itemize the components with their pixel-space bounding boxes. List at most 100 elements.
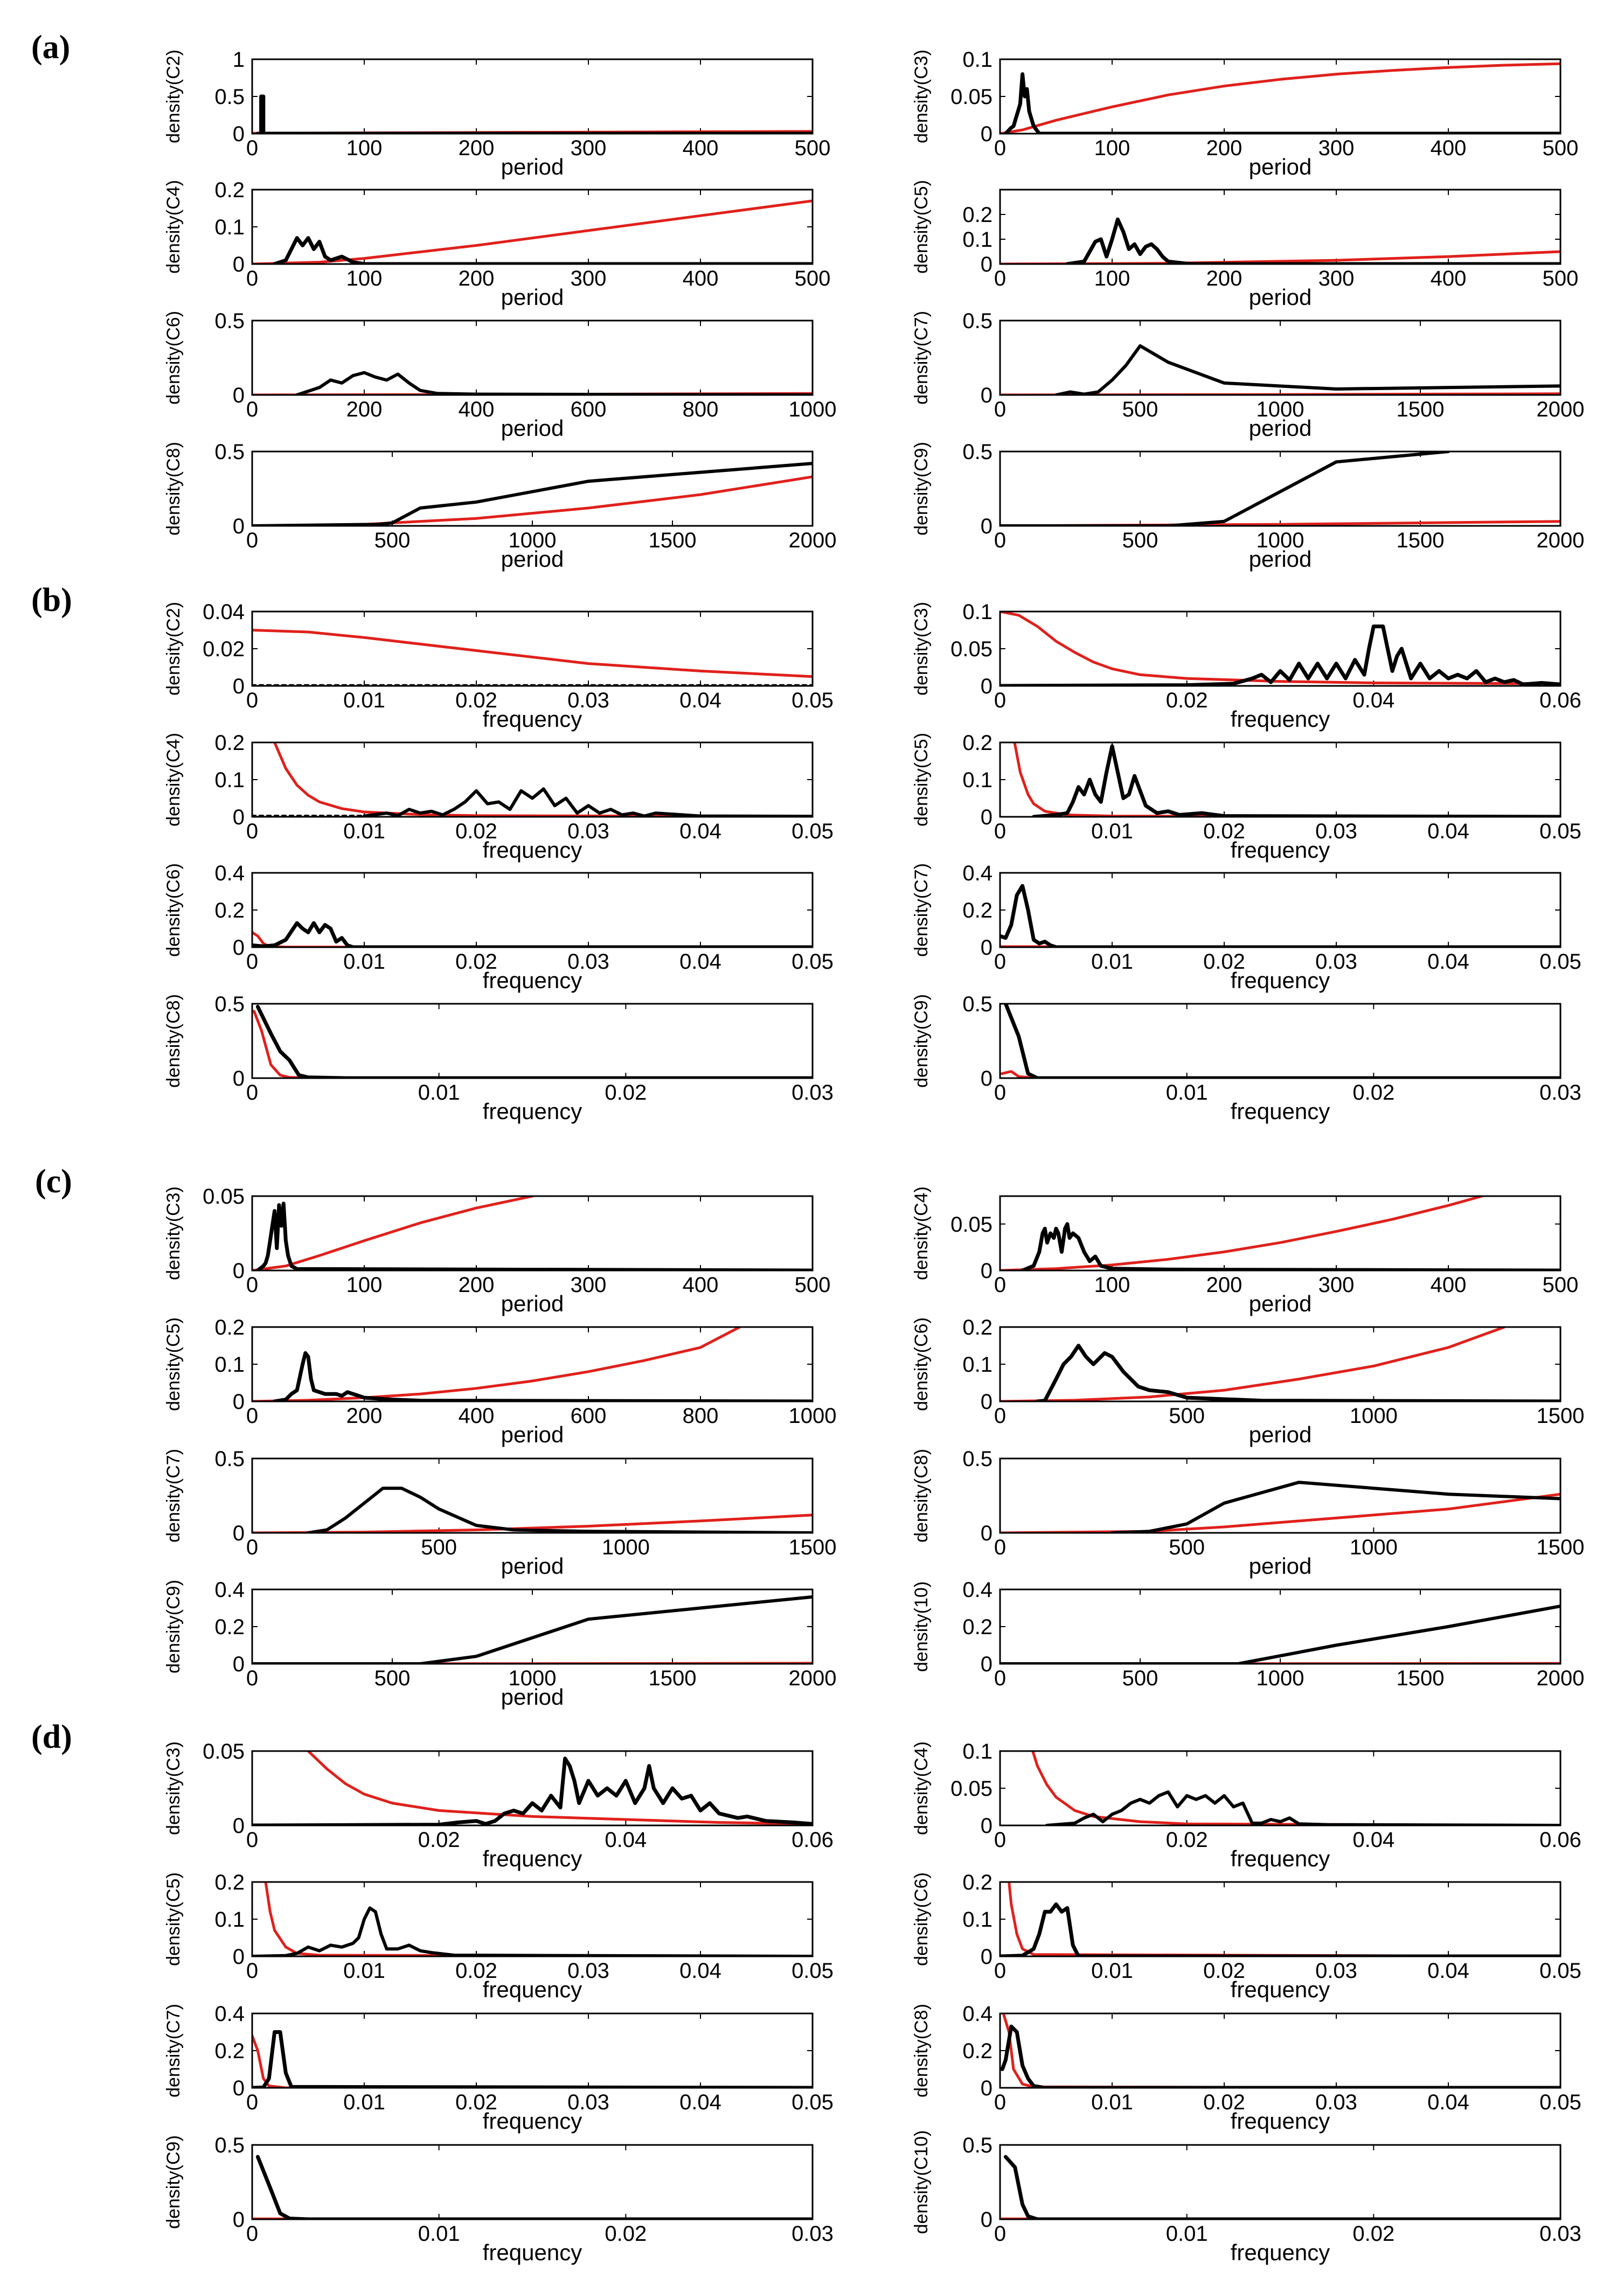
x-tick-label: 0 bbox=[994, 1081, 1006, 1105]
axes-frame bbox=[251, 2144, 814, 2220]
y-tick-label: 0 bbox=[981, 515, 993, 538]
axes-frame bbox=[999, 1750, 1561, 1826]
x-tick-label: 300 bbox=[571, 1273, 607, 1297]
y-axis-label: density(C3) bbox=[911, 50, 932, 143]
x-tick-label: 0.02 bbox=[455, 950, 497, 974]
x-tick-label: 400 bbox=[1431, 1273, 1467, 1297]
x-tick-label: 0.03 bbox=[1539, 1081, 1581, 1105]
x-tick-label: 500 bbox=[374, 1666, 411, 1690]
y-axis-label: density(C7) bbox=[163, 2004, 184, 2098]
series-line-black bbox=[307, 1487, 813, 1533]
series-line-black bbox=[1031, 744, 1560, 817]
x-tick-label: 0.01 bbox=[418, 1081, 460, 1105]
y-tick-label: 0 bbox=[981, 675, 993, 698]
x-tick-label: 400 bbox=[683, 267, 719, 290]
x-tick-label: 0.02 bbox=[1203, 819, 1245, 843]
series-group bbox=[1031, 1751, 1560, 1825]
series-line-black bbox=[252, 1756, 813, 1825]
y-tick-label: 0.04 bbox=[203, 600, 245, 624]
y-tick-label: 0.2 bbox=[214, 1316, 245, 1339]
x-tick-label: 0.06 bbox=[1539, 1828, 1581, 1852]
y-tick-label: 0 bbox=[981, 253, 993, 276]
y-tick-label: 0 bbox=[981, 936, 993, 960]
x-axis-label: period bbox=[501, 546, 564, 572]
x-tick-label: 0.01 bbox=[343, 2091, 385, 2114]
y-tick-label: 0.5 bbox=[962, 309, 993, 333]
series-group bbox=[1000, 612, 1560, 686]
series-group bbox=[1000, 2155, 1560, 2219]
x-tick-label: 100 bbox=[1094, 136, 1130, 160]
y-tick-label: 0.1 bbox=[962, 1353, 993, 1377]
x-tick-label: 0.02 bbox=[605, 2222, 647, 2246]
x-tick-label: 2000 bbox=[789, 529, 837, 552]
chart-28: 0 0.01 0.02 0.03 0.04 0.05 0 0.1 0.2 frequency den… bbox=[911, 1871, 1581, 2002]
x-tick-label: 1500 bbox=[1537, 1404, 1585, 1428]
x-tick-label: 0.04 bbox=[1427, 819, 1469, 843]
x-tick-label: 500 bbox=[1543, 136, 1579, 160]
chart-13: 0 0.01 0.02 0.03 0.04 0.05 0 0.2 0.4 frequency den… bbox=[163, 862, 834, 993]
y-tick-label: 0.2 bbox=[962, 1615, 993, 1639]
series-group bbox=[1000, 1196, 1560, 1270]
y-tick-label: 0.2 bbox=[214, 2039, 245, 2063]
y-axis-label: density(C3) bbox=[163, 1741, 184, 1835]
chart-4: 0 100 200 300 400 500 00.10.2 period density(C5) bbox=[911, 180, 1578, 310]
axes-frame bbox=[999, 2144, 1561, 2220]
series-group bbox=[252, 921, 813, 947]
series-line-black bbox=[273, 1351, 813, 1401]
chart-25: 0 0.02 0.04 0.06 0 0.05 frequency density(C3) bbox=[163, 1740, 834, 1871]
axes-frame bbox=[999, 741, 1561, 818]
series-line-black bbox=[1000, 624, 1560, 686]
x-tick-label: 0.03 bbox=[567, 2091, 609, 2114]
y-tick-label: 0 bbox=[981, 1067, 993, 1091]
x-tick-label: 500 bbox=[1543, 1273, 1579, 1297]
series-group bbox=[1013, 742, 1560, 817]
axes-frame bbox=[251, 1003, 814, 1079]
x-tick-label: 0 bbox=[994, 819, 1006, 843]
x-axis-label: period bbox=[501, 415, 564, 441]
x-tick-label: 400 bbox=[683, 1273, 719, 1297]
y-tick-label: 0.1 bbox=[962, 1740, 993, 1763]
y-tick-label: 0.2 bbox=[214, 731, 245, 755]
y-tick-label: 0 bbox=[981, 1259, 993, 1283]
series-line-black bbox=[1000, 884, 1560, 947]
series-group bbox=[252, 1196, 813, 1270]
x-tick-label: 500 bbox=[1169, 1536, 1205, 1559]
y-axis-label: density(C6) bbox=[163, 311, 184, 405]
x-tick-label: 2000 bbox=[1537, 1666, 1585, 1690]
x-axis-label: period bbox=[1249, 284, 1312, 310]
x-tick-label: 0.02 bbox=[1203, 950, 1245, 974]
x-tick-label: 0.04 bbox=[679, 819, 721, 843]
x-tick-label: 0.06 bbox=[792, 1828, 834, 1852]
chart-16: 0 0.01 0.02 0.03 0 0.5 frequency density(C9) bbox=[911, 992, 1581, 1124]
x-tick-label: 300 bbox=[571, 136, 607, 160]
y-tick-label: 0.2 bbox=[962, 2039, 993, 2063]
x-axis-label: frequency bbox=[1231, 2240, 1330, 2265]
series-group bbox=[1000, 62, 1560, 134]
x-tick-label: 200 bbox=[459, 136, 495, 160]
y-axis-label: density(C2) bbox=[163, 602, 184, 696]
x-tick-label: 0.03 bbox=[1315, 1959, 1357, 1983]
y-tick-label: 0.2 bbox=[962, 899, 993, 922]
series-group bbox=[1000, 217, 1560, 264]
y-tick-label: 0.5 bbox=[214, 2134, 245, 2157]
x-tick-label: 0 bbox=[994, 2091, 1006, 2114]
series-group bbox=[1000, 1327, 1560, 1401]
x-tick-label: 300 bbox=[571, 267, 607, 290]
axes-frame bbox=[251, 320, 814, 396]
y-tick-label: 0.05 bbox=[203, 1740, 245, 1763]
chart-6: 0 500 1000 1500 2000 0 0.5 period density(C7) bbox=[911, 309, 1584, 441]
x-axis-label: frequency bbox=[483, 1846, 582, 1871]
chart-26: 0 0.02 0.04 0.06 0 0.05 0.1 frequency density(C4… bbox=[911, 1740, 1581, 1871]
series-group bbox=[252, 1882, 813, 1956]
y-axis-label: density(C2) bbox=[163, 50, 184, 143]
x-tick-label: 2000 bbox=[1537, 529, 1585, 552]
x-tick-label: 0.01 bbox=[1166, 1081, 1208, 1105]
y-axis-label: density(C8) bbox=[163, 994, 184, 1088]
y-axis-label: density(C9) bbox=[163, 1580, 184, 1673]
x-tick-label: 0 bbox=[246, 267, 258, 290]
y-axis-label: density(C8) bbox=[911, 1449, 932, 1543]
y-tick-label: 0.2 bbox=[962, 203, 993, 227]
x-tick-label: 0 bbox=[994, 1828, 1006, 1852]
series-line-black bbox=[1000, 1605, 1560, 1664]
